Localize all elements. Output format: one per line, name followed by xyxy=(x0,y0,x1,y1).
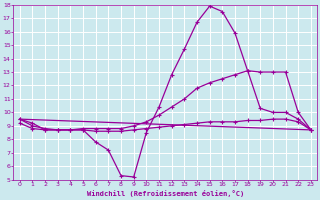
X-axis label: Windchill (Refroidissement éolien,°C): Windchill (Refroidissement éolien,°C) xyxy=(87,190,244,197)
